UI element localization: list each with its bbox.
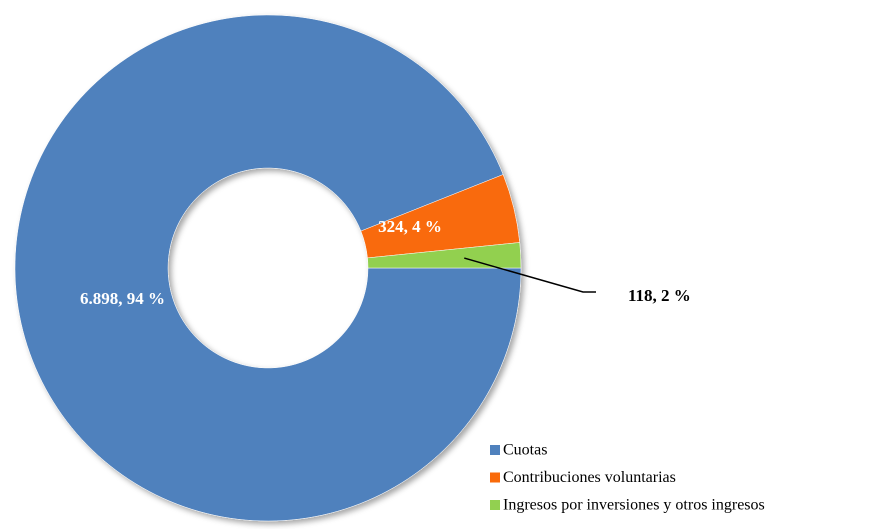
legend-swatch (490, 472, 500, 483)
value-label: 324, 4 % (378, 217, 442, 236)
legend-label: Cuotas (503, 442, 547, 459)
value-label: 6.898, 94 % (80, 289, 165, 308)
legend-swatch (490, 445, 500, 455)
donut (14, 14, 522, 522)
legend-label: Ingresos por inversiones y otros ingreso… (503, 497, 765, 514)
leader-line (464, 257, 596, 293)
legend-swatch (490, 500, 500, 510)
donut-slice (367, 242, 522, 269)
donut-slice (14, 14, 522, 522)
value-label: 118, 2 % (628, 286, 691, 305)
legend-label: Contribuciones voluntarias (503, 469, 676, 486)
